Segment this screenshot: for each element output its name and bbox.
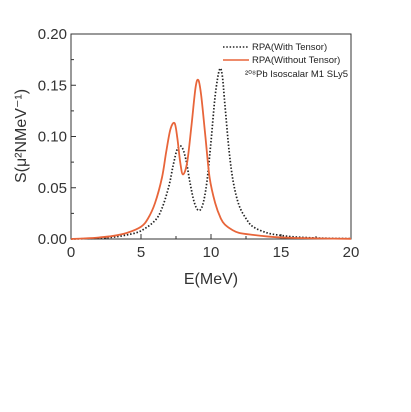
x-tick-label: 5 xyxy=(137,244,145,261)
y-tick-label: 0.05 xyxy=(38,180,67,197)
y-tick-label: 0.00 xyxy=(38,231,67,248)
y-tick-label: 0.20 xyxy=(38,26,67,43)
x-tick-label: 20 xyxy=(343,244,360,261)
y-axis-ticks: 0.00 0.05 0.10 0.15 0.20 xyxy=(38,26,76,248)
series-line-with-tensor xyxy=(70,67,352,240)
legend-label-with-tensor: RPA(With Tensor) xyxy=(252,42,327,53)
y-axis-title: S(μ²NMeV⁻¹) xyxy=(13,89,30,183)
legend: RPA(With Tensor) RPA(Without Tensor) xyxy=(223,42,340,66)
chart-annotation: ²⁰⁸Pb Isoscalar M1 SLy5 xyxy=(245,69,348,80)
x-axis-title: E(MeV) xyxy=(184,271,238,288)
y-tick-label: 0.10 xyxy=(38,129,67,146)
x-tick-label: 0 xyxy=(67,244,75,261)
series-line-without-tensor xyxy=(70,78,352,240)
series-layer xyxy=(70,67,352,240)
x-tick-label: 15 xyxy=(273,244,290,261)
legend-label-without-tensor: RPA(Without Tensor) xyxy=(252,55,340,66)
y-tick-label: 0.15 xyxy=(38,77,67,94)
x-tick-label: 10 xyxy=(203,244,220,261)
